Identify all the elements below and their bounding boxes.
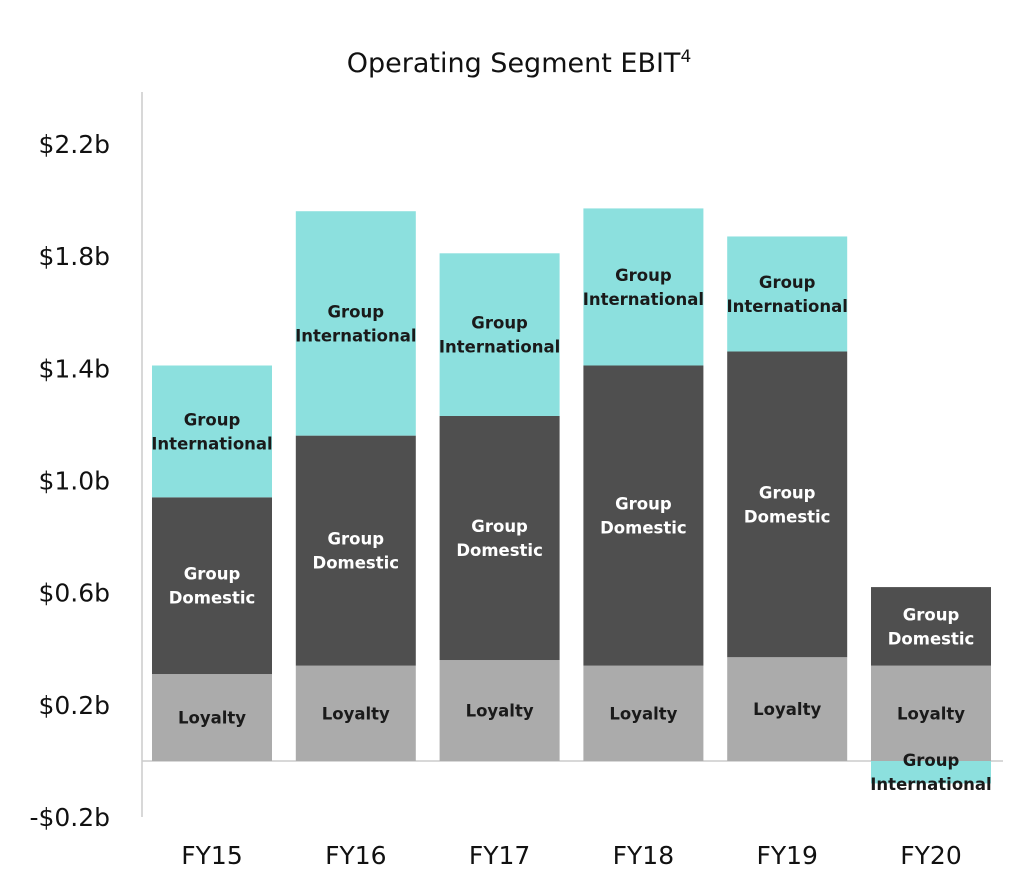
bar-domestic-fy16 <box>295 435 416 666</box>
x-category-label: FY15 <box>181 841 242 870</box>
segment-label-loyalty: Loyalty <box>753 700 821 719</box>
segment-label-international: Group International <box>439 314 560 357</box>
y-tick-label: $1.0b <box>38 467 110 496</box>
y-tick-label: $0.2b <box>38 691 110 720</box>
bar-domestic-fy15 <box>152 497 272 675</box>
segment-label-loyalty: Loyalty <box>322 704 390 723</box>
segment-label-line: Domestic <box>744 507 831 526</box>
segment-label-line: Loyalty <box>178 709 246 728</box>
bar-domestic-fy20 <box>871 587 991 666</box>
segment-label-line: Group <box>471 314 528 333</box>
segment-label-line: Group <box>328 530 385 549</box>
segment-label-line: Domestic <box>169 589 256 608</box>
segment-label-loyalty: Loyalty <box>897 704 965 723</box>
x-category-label: FY16 <box>325 841 386 870</box>
segment-label-line: Group <box>903 605 960 624</box>
segment-label-international: Group International <box>151 410 272 453</box>
segment-label-line: Loyalty <box>753 700 821 719</box>
segment-label-line: Group <box>903 751 960 770</box>
chart-title-text: Operating Segment EBIT <box>347 48 681 79</box>
segment-label-line: Group <box>471 517 528 536</box>
segment-label-line: Group <box>759 483 816 502</box>
bar-international-fy17 <box>439 253 560 416</box>
segment-label-loyalty: Loyalty <box>466 702 534 721</box>
segment-label-line: International <box>295 326 416 345</box>
segment-label-international: Group International <box>726 273 847 316</box>
x-category-label: FY19 <box>756 841 817 870</box>
y-tick-label: $1.8b <box>38 242 110 271</box>
segment-label-loyalty: Loyalty <box>178 709 246 728</box>
segment-label-line: Loyalty <box>609 704 677 723</box>
segment-label-line: Group <box>759 273 816 292</box>
bar-loyalty-fy19 <box>727 657 848 761</box>
segment-label-line: Group <box>184 410 241 429</box>
bar-loyalty-fy17 <box>439 660 560 761</box>
segment-label-line: International <box>439 338 560 357</box>
segment-label-international: Group International <box>583 266 704 309</box>
segment-label-line: International <box>583 290 704 309</box>
bar-loyalty-fy20 <box>871 665 991 761</box>
segment-label-domestic: Group Domestic <box>169 565 256 608</box>
bar-international-fy15 <box>152 365 272 498</box>
segment-label-loyalty: Loyalty <box>609 704 677 723</box>
bar-loyalty-fy18 <box>583 665 704 761</box>
segment-label-line: Domestic <box>313 554 400 573</box>
segment-label-line: International <box>151 434 272 453</box>
y-tick-label: $2.2b <box>38 130 110 159</box>
segment-label-line: Group <box>615 266 672 285</box>
segment-label-line: Loyalty <box>897 704 965 723</box>
y-tick-label: $1.4b <box>38 354 110 383</box>
chart-title-superscript: 4 <box>680 47 691 67</box>
bar-domestic-fy17 <box>439 415 560 661</box>
segment-label-domestic: Group Domestic <box>744 483 831 526</box>
bar-domestic-fy18 <box>583 365 704 666</box>
bar-international-fy20 <box>871 761 991 784</box>
segment-label-line: Group <box>328 302 385 321</box>
bar-international-fy19 <box>727 236 848 352</box>
y-tick-label: $0.6b <box>38 579 110 608</box>
segment-label-international: Group International <box>295 302 416 345</box>
bar-loyalty-fy16 <box>295 665 416 761</box>
segment-label-domestic: Group Domestic <box>313 530 400 573</box>
segment-label-line: Group <box>184 565 241 584</box>
segment-label-line: Group <box>615 495 672 514</box>
y-tick-label: -$0.2b <box>29 803 110 832</box>
bar-international-fy18 <box>583 208 704 366</box>
chart-title: Operating Segment EBIT4 <box>347 47 692 79</box>
segment-label-line: International <box>726 297 847 316</box>
segment-label-line: Domestic <box>456 541 543 560</box>
x-category-label: FY20 <box>900 841 961 870</box>
segment-label-domestic: Group Domestic <box>600 495 687 538</box>
segment-label-line: International <box>870 775 991 794</box>
bar-loyalty-fy15 <box>152 674 272 761</box>
bar-international-fy16 <box>295 211 416 436</box>
segment-label-international: Group International <box>870 751 991 794</box>
segment-label-line: Loyalty <box>466 702 534 721</box>
segment-label-domestic: Group Domestic <box>888 605 975 648</box>
segment-label-line: Loyalty <box>322 704 390 723</box>
segment-label-line: Domestic <box>888 629 975 648</box>
x-category-label: FY17 <box>469 841 530 870</box>
segment-label-line: Domestic <box>600 519 687 538</box>
bar-domestic-fy19 <box>727 351 848 658</box>
x-category-label: FY18 <box>613 841 674 870</box>
segment-label-domestic: Group Domestic <box>456 517 543 560</box>
